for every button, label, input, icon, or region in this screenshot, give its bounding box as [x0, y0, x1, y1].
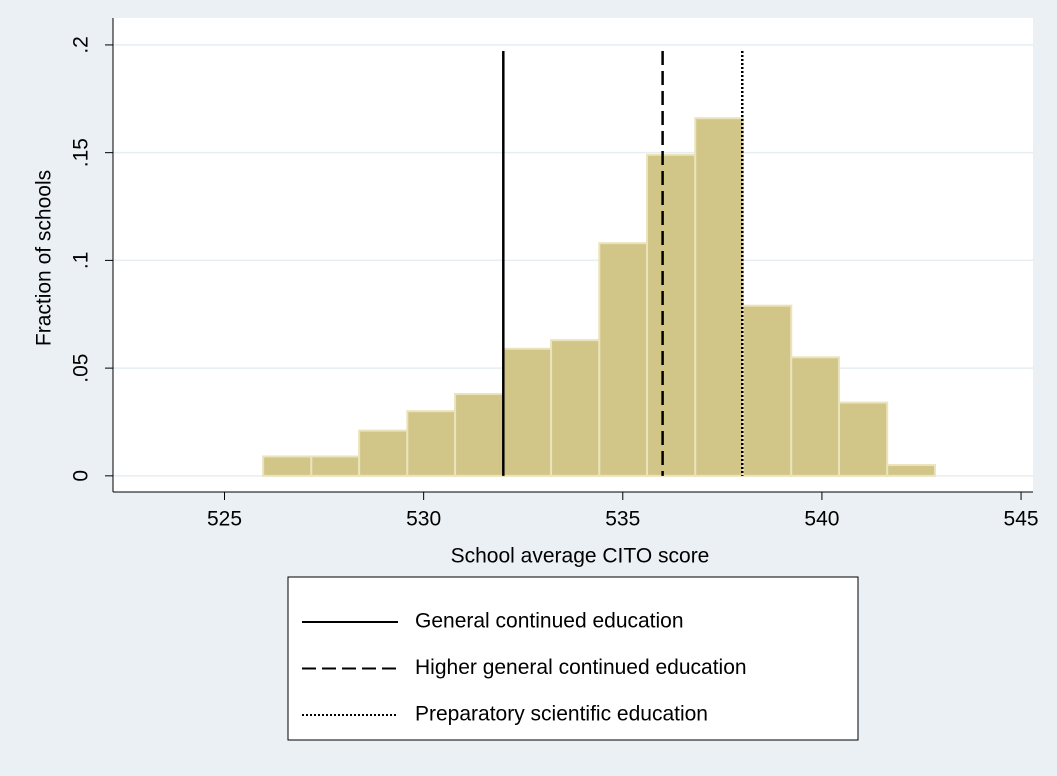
bar	[310, 455, 361, 477]
x-tick-label: 535	[605, 508, 640, 531]
x-tick-label: 530	[406, 508, 441, 531]
legend-label: Higher general continued education	[415, 656, 747, 679]
bar	[886, 464, 937, 477]
bar	[790, 356, 841, 477]
bar	[646, 153, 697, 477]
bar	[550, 339, 601, 477]
y-axis-title: Fraction of schools	[33, 170, 56, 346]
bar	[838, 401, 889, 477]
x-tick-label: 540	[804, 508, 839, 531]
bar	[262, 455, 313, 477]
x-tick-label: 545	[1004, 508, 1039, 531]
x-tick-label: 525	[207, 508, 242, 531]
y-tick-label: .1	[70, 252, 93, 270]
bar	[598, 242, 649, 477]
bar	[406, 410, 457, 477]
y-tick-label: .05	[70, 354, 93, 383]
bar	[694, 117, 745, 477]
y-tick-label: .2	[70, 36, 93, 54]
legend-label: General continued education	[415, 610, 684, 633]
legend-box	[287, 576, 859, 741]
y-tick-label: .15	[70, 138, 93, 167]
bar	[454, 392, 505, 477]
bar	[742, 304, 793, 477]
bar	[358, 429, 409, 477]
y-tick-label: 0	[70, 470, 93, 482]
legend-label: Preparatory scientific education	[415, 703, 708, 726]
bar	[502, 347, 553, 477]
x-axis-title: School average CITO score	[451, 545, 710, 568]
